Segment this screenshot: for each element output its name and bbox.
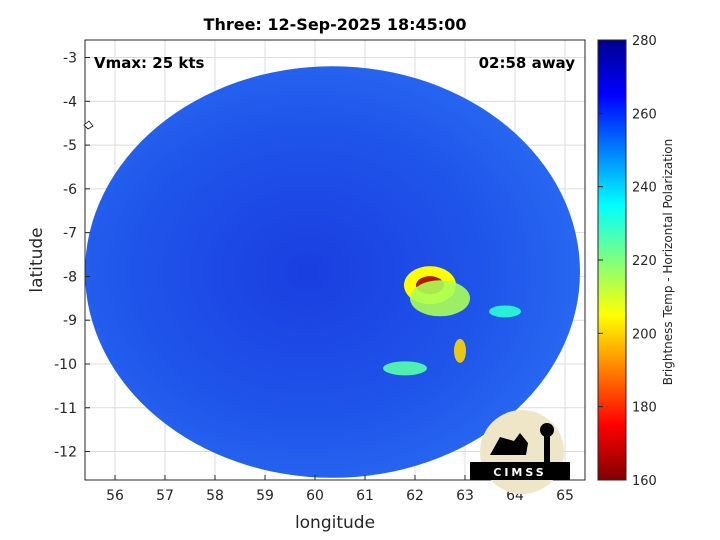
y-tick-label: -10 [54,357,77,373]
x-tick-label: 60 [306,488,324,504]
x-tick-label: 59 [256,488,274,504]
track-marker-icon [83,120,94,130]
convective-features [383,266,521,376]
time-away-annotation: 02:58 away [479,54,576,72]
x-tick-label: 65 [556,488,574,504]
cimss-logo: CIMSS [470,410,570,494]
x-tick-label: 63 [456,488,474,504]
colorbar-tick-label: 240 [632,181,657,196]
brightness-feature [383,361,427,376]
brightness-feature [410,280,470,317]
y-tick-label: -6 [63,182,77,198]
colorbar-tick-label: 260 [632,107,657,122]
colorbar-tick-label: 200 [632,327,657,342]
brightness-feature [454,338,466,363]
colorbar-tick-label: 220 [632,254,657,269]
y-axis-label: latitude [27,227,47,292]
y-ticks: -3 -4 -5 -6 -7 -8 -9 -10 -11 -12 [54,51,90,461]
colorbar-ticks: 160 180 200 220 240 260 280 [598,34,657,489]
x-axis-label: longitude [295,513,375,533]
x-tick-label: 56 [106,488,124,504]
y-tick-label: -4 [63,94,77,110]
svg-text:CIMSS: CIMSS [493,466,546,479]
x-tick-label: 62 [406,488,424,504]
vmax-annotation: Vmax: 25 kts [94,54,204,72]
y-tick-label: -8 [63,269,77,285]
y-tick-label: -7 [63,226,77,242]
colorbar-tick-label: 280 [632,34,657,49]
swath-disc [85,66,580,478]
chart-title: Three: 12-Sep-2025 18:45:00 [204,15,467,34]
colorbar-label: Brightness Temp - Horizontal Polarizatio… [661,139,675,386]
y-tick-label: -11 [54,401,77,417]
x-tick-label: 61 [356,488,374,504]
y-tick-label: -12 [54,445,77,461]
x-tick-label: 58 [206,488,224,504]
colorbar-tick-label: 180 [632,401,657,416]
brightness-feature [489,305,521,318]
y-tick-label: -3 [63,51,77,67]
y-tick-label: -9 [63,313,77,329]
colorbar-tick-label: 160 [632,474,657,489]
x-tick-label: 57 [156,488,174,504]
y-tick-label: -5 [63,138,77,154]
